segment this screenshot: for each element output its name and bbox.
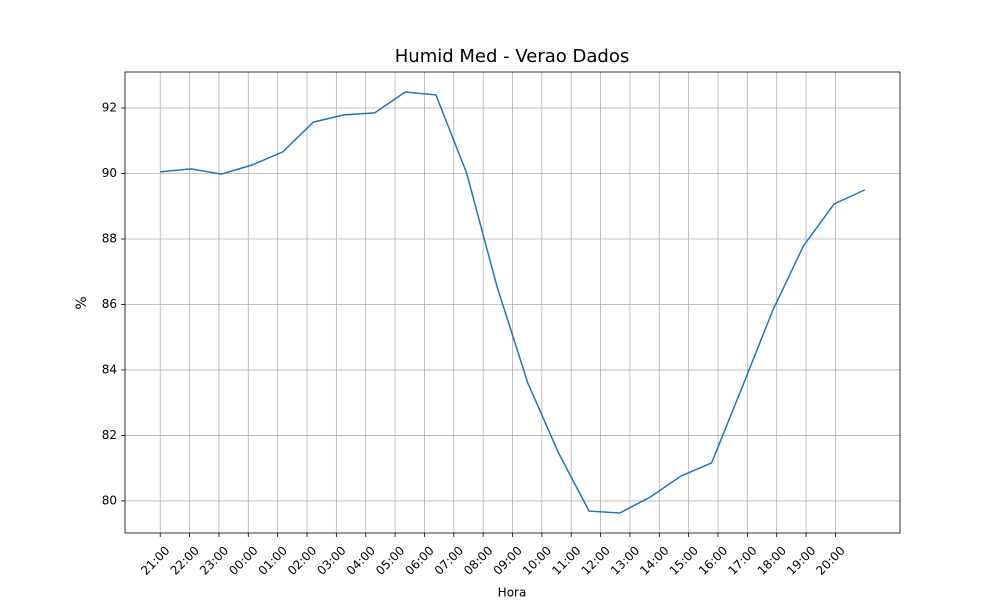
x-tick-label: 06:00 [402, 543, 436, 577]
y-tick-label: 88 [102, 231, 117, 245]
x-tick-label: 23:00 [197, 543, 231, 577]
y-tick-label: 84 [102, 362, 117, 376]
x-tick-label: 18:00 [755, 543, 789, 577]
y-axis-label: % [74, 296, 90, 309]
data-line [160, 91, 866, 514]
x-tick-label: 17:00 [725, 543, 759, 577]
x-tick-label: 03:00 [314, 543, 348, 577]
x-tick-label: 19:00 [784, 543, 818, 577]
x-tick-label: 00:00 [226, 543, 260, 577]
x-tick-label: 10:00 [520, 543, 554, 577]
chart-title: Humid Med - Verao Dados [395, 46, 629, 67]
x-tick-label: 01:00 [256, 543, 290, 577]
x-tick-label: 07:00 [432, 543, 466, 577]
x-tick-label: 11:00 [549, 543, 583, 577]
x-axis-label: Hora [498, 586, 527, 600]
x-tick-label: 09:00 [490, 543, 524, 577]
x-tick-label: 15:00 [667, 543, 701, 577]
x-tick-label: 08:00 [461, 543, 495, 577]
x-tick-label: 22:00 [168, 543, 202, 577]
plot-frame [124, 71, 901, 534]
y-tick-label: 92 [102, 101, 117, 115]
y-tick-label: 82 [102, 428, 117, 442]
y-tick-label: 80 [102, 493, 117, 507]
x-tick-label: 20:00 [813, 543, 847, 577]
x-tick-label: 12:00 [579, 543, 613, 577]
x-tick-label: 13:00 [608, 543, 642, 577]
x-tick-label: 02:00 [285, 543, 319, 577]
x-tick-label: 16:00 [696, 543, 730, 577]
x-tick-label: 05:00 [373, 543, 407, 577]
x-tick-label: 14:00 [637, 543, 671, 577]
x-tick-label: 21:00 [138, 543, 172, 577]
x-tick-label: 04:00 [344, 543, 378, 577]
y-tick-label: 86 [102, 297, 117, 311]
y-tick-label: 90 [102, 166, 117, 180]
